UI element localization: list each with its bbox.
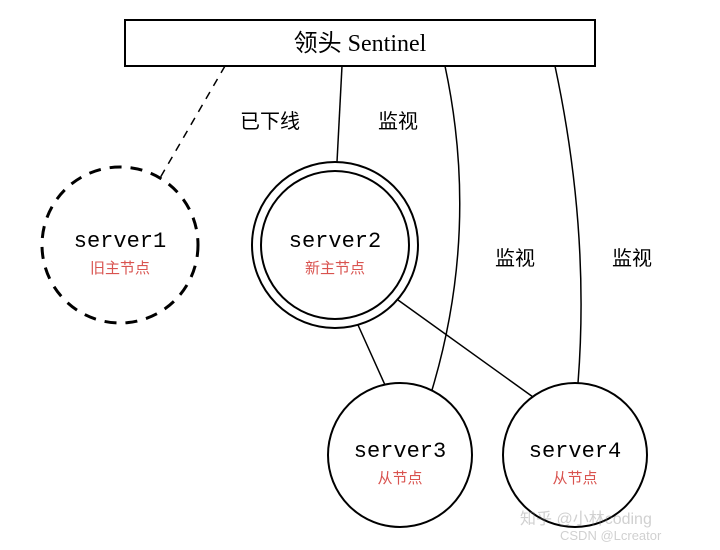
node-server2-label: server2 <box>289 229 381 254</box>
node-server4-label: server4 <box>529 439 621 464</box>
edge-s2-to-s4 <box>398 300 533 397</box>
sentinel-diagram: 已下线监视监视监视领头 Sentinelserver1旧主节点server2新主… <box>0 0 720 550</box>
node-server1-label: server1 <box>74 229 166 254</box>
edge-label-sentinel-to-s1: 已下线 <box>240 110 300 133</box>
node-server1-sublabel: 旧主节点 <box>90 260 150 277</box>
edge-label-sentinel-to-s2: 监视 <box>378 110 418 133</box>
node-server3-sublabel: 从节点 <box>377 470 422 487</box>
sentinel-label: 领头 Sentinel <box>294 30 427 57</box>
edge-sentinel-to-s4 <box>555 66 581 383</box>
node-server4-sublabel: 从节点 <box>552 470 597 487</box>
node-server3-label: server3 <box>354 439 446 464</box>
edge-s2-to-s3 <box>358 325 385 385</box>
edge-label-sentinel-to-s4: 监视 <box>612 247 652 270</box>
node-server2-sublabel: 新主节点 <box>305 260 365 277</box>
edge-sentinel-to-s1 <box>160 66 225 178</box>
edge-label-sentinel-to-s3: 监视 <box>495 247 535 270</box>
edge-sentinel-to-s2 <box>337 66 342 162</box>
